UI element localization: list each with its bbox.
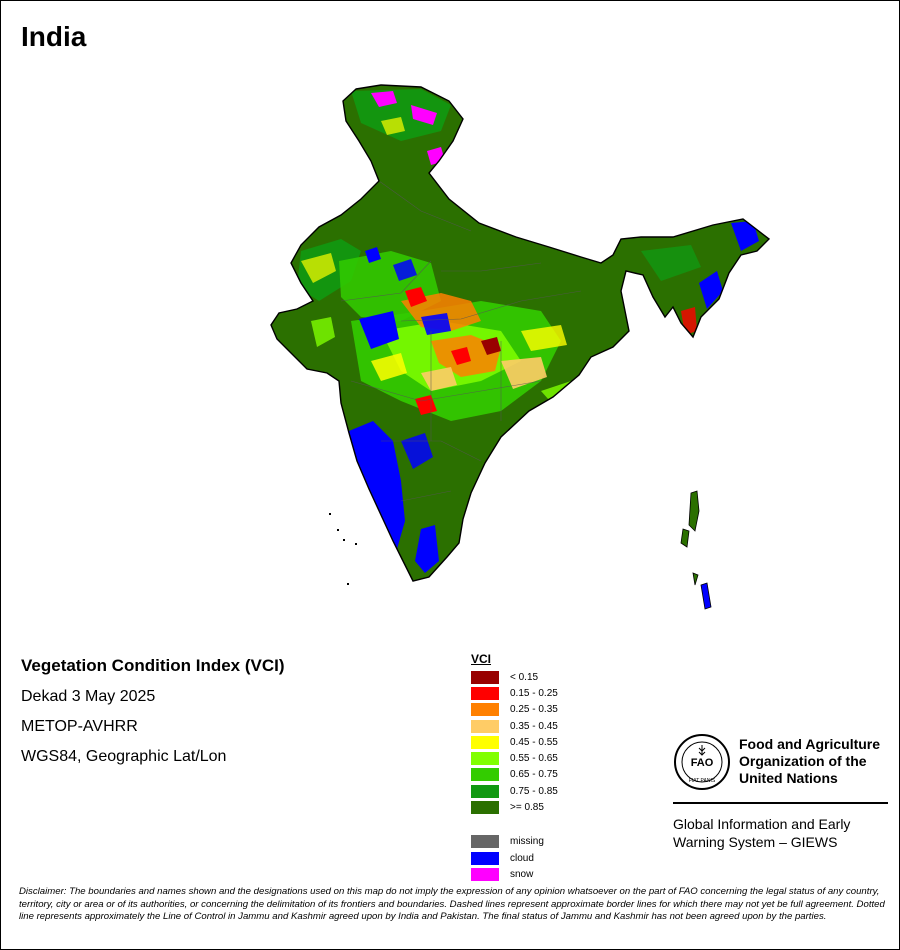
vci-map [270, 84, 770, 610]
legend-swatch [471, 801, 499, 815]
legend-item-class-7: 0.75 - 0.85 [471, 783, 558, 799]
legend-swatch [471, 735, 499, 749]
map-title: India [21, 21, 87, 52]
svg-text:FAO: FAO [691, 757, 714, 769]
legend-item-class-5: 0.55 - 0.65 [471, 750, 558, 766]
vci-legend: VCI < 0.15 0.15 - 0.25 0.25 - 0.35 0.35 - 0… [471, 652, 558, 883]
legend-item-other-1: cloud [471, 850, 558, 866]
fao-name: Food and Agriculture Organization of the… [739, 736, 881, 786]
legend-item-other-2: snow [471, 866, 558, 882]
legend-label: 0.75 - 0.85 [510, 785, 558, 797]
legend-other-classes: missing cloud snow [471, 834, 558, 883]
legend-swatch [471, 784, 499, 798]
legend-item-class-3: 0.35 - 0.45 [471, 718, 558, 734]
legend-item-class-4: 0.45 - 0.55 [471, 734, 558, 750]
legend-item-class-0: < 0.15 [471, 669, 558, 685]
legend-label: snow [510, 868, 534, 880]
legend-item-other-0: missing [471, 834, 558, 850]
legend-classes: < 0.15 0.15 - 0.25 0.25 - 0.35 0.35 - 0.45 0… [471, 669, 558, 816]
legend-item-class-1: 0.15 - 0.25 [471, 685, 558, 701]
legend-label: >= 0.85 [510, 802, 544, 814]
map-info: Vegetation Condition Index (VCI) Dekad 3… [21, 656, 285, 778]
legend-swatch [471, 686, 499, 700]
legend-label: 0.65 - 0.75 [510, 769, 558, 781]
legend-swatch [471, 719, 499, 733]
index-name: Vegetation Condition Index (VCI) [21, 656, 285, 675]
legend-label: 0.15 - 0.25 [510, 687, 558, 699]
legend-label: cloud [510, 852, 534, 864]
legend-label: 0.35 - 0.45 [510, 720, 558, 732]
projection-label: WGS84, Geographic Lat/Lon [21, 748, 227, 765]
legend-label: 0.55 - 0.65 [510, 753, 558, 765]
disclaimer: Disclaimer: The boundaries and names sho… [19, 886, 885, 923]
fao-divider [673, 802, 888, 804]
sensor-label: METOP-AVHRR [21, 718, 138, 735]
legend-item-class-8: >= 0.85 [471, 799, 558, 815]
legend-swatch [471, 752, 499, 766]
legend-label: 0.45 - 0.55 [510, 736, 558, 748]
legend-label: 0.25 - 0.35 [510, 704, 558, 716]
legend-swatch [471, 670, 499, 684]
svg-text:FIAT PANIS: FIAT PANIS [689, 778, 716, 784]
vci-raster [271, 85, 769, 581]
legend-swatch [471, 703, 499, 717]
period-label: Dekad 3 May 2025 [21, 688, 156, 705]
legend-item-class-2: 0.25 - 0.35 [471, 702, 558, 718]
andaman-nicobar-islands [680, 490, 712, 610]
legend-swatch [471, 851, 499, 865]
legend-swatch [471, 835, 499, 849]
lakshadweep-islands [329, 513, 357, 585]
legend-label: < 0.15 [510, 671, 539, 683]
state-boundaries [340, 180, 582, 502]
legend-swatch [471, 867, 499, 881]
legend-title: VCI [471, 652, 492, 666]
legend-swatch [471, 768, 499, 782]
giews-name: Global Information and Early Warning Sys… [673, 816, 851, 850]
fao-logo: FAO FIAT PANIS [674, 734, 730, 790]
legend-item-class-6: 0.65 - 0.75 [471, 767, 558, 783]
legend-label: missing [510, 836, 544, 848]
